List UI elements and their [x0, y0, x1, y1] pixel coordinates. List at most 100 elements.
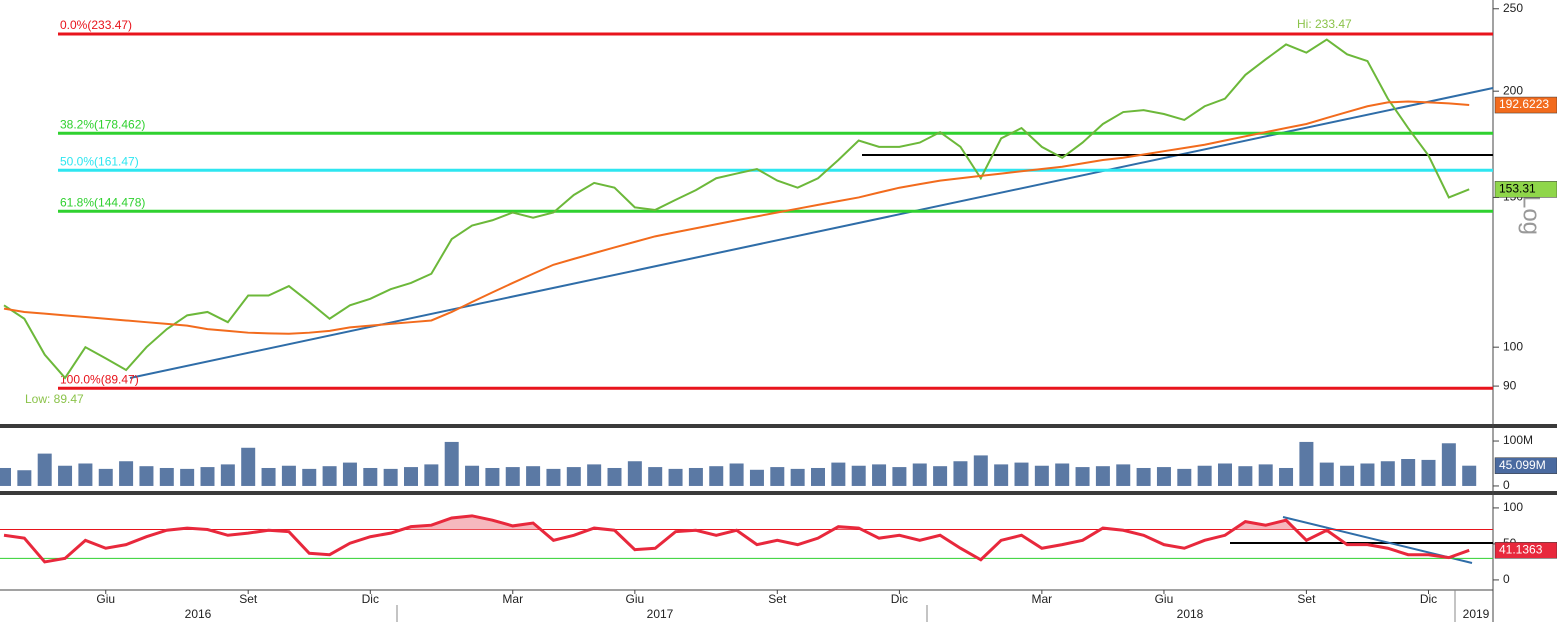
- year-label: 2017: [647, 607, 674, 621]
- value-tag-label: 45.099M: [1499, 458, 1546, 472]
- volume-bar: [770, 467, 785, 486]
- volume-bar: [505, 467, 520, 486]
- x-tick-label: Dic: [362, 592, 379, 606]
- low-annotation: Low: 89.47: [25, 392, 84, 406]
- series-line: [3, 100, 1470, 335]
- volume-bar: [688, 467, 703, 486]
- volume-bar: [485, 467, 500, 486]
- x-tick-label: Set: [768, 592, 787, 606]
- level-label: 61.8%(144.478): [60, 195, 145, 209]
- series-line: [3, 514, 1470, 564]
- volume-bar: [1380, 461, 1395, 486]
- volume-bar: [241, 447, 256, 486]
- value-tag: [1494, 542, 1557, 559]
- volume-bar: [526, 466, 541, 486]
- volume-bar: [1319, 462, 1334, 486]
- y-tick-label: 100: [1503, 339, 1523, 353]
- volume-bar: [749, 469, 764, 486]
- volume-bar: [790, 468, 805, 486]
- volume-bar: [973, 455, 988, 486]
- panel-divider: [0, 424, 1557, 428]
- volume-bar: [994, 464, 1009, 486]
- year-label: 2019: [1463, 607, 1490, 621]
- volume-bar: [1197, 465, 1212, 486]
- volume-bar: [1279, 467, 1294, 486]
- volume-bar: [851, 465, 866, 486]
- value-tag: [1494, 181, 1557, 198]
- level-label: 100.0%(89.47): [60, 372, 139, 386]
- volume-bar: [627, 461, 642, 486]
- volume-bar: [668, 468, 683, 486]
- volume-bar: [444, 441, 459, 486]
- volume-bar: [912, 463, 927, 486]
- volume-bar: [0, 467, 11, 486]
- volume-bar: [1034, 465, 1049, 486]
- volume-bar: [1156, 467, 1171, 486]
- panel-divider: [0, 491, 1557, 495]
- volume-bar: [1441, 443, 1456, 486]
- value-tag-label: 192.6223: [1499, 97, 1549, 111]
- volume-bar: [1401, 459, 1416, 486]
- volume-bar: [281, 465, 296, 486]
- volume-bar: [424, 464, 439, 486]
- volume-bar: [322, 466, 337, 486]
- level-label: 0.0%(233.47): [60, 18, 132, 32]
- year-label: 2016: [185, 607, 212, 621]
- volume-bar: [1462, 465, 1477, 486]
- level-label: 50.0%(161.47): [60, 154, 139, 168]
- series-line: [3, 38, 1470, 380]
- volume-bar: [78, 463, 93, 486]
- volume-bar: [200, 467, 215, 486]
- y-tick-label: 250: [1503, 1, 1523, 15]
- value-tag-label: 41.1363: [1499, 542, 1543, 556]
- volume-bar: [302, 468, 317, 486]
- volume-bar: [729, 463, 744, 486]
- volume-bar: [17, 470, 32, 486]
- volume-bar: [465, 465, 480, 486]
- level-label: 38.2%(178.462): [60, 117, 145, 131]
- volume-bar: [1075, 467, 1090, 486]
- volume-bar: [1095, 466, 1110, 486]
- volume-bar: [648, 467, 663, 486]
- value-tag-label: 153.31: [1499, 182, 1536, 196]
- volume-bar: [98, 468, 113, 486]
- x-tick-label: Giu: [626, 592, 645, 606]
- volume-bar: [58, 465, 73, 486]
- volume-bar: [1055, 463, 1070, 486]
- volume-bar: [342, 462, 357, 486]
- volume-bar: [1238, 466, 1253, 486]
- trend-line: [129, 87, 1494, 379]
- volume-bar: [831, 462, 846, 486]
- x-tick-label: Set: [1297, 592, 1316, 606]
- volume-bar: [1258, 464, 1273, 486]
- volume-bar: [566, 467, 581, 486]
- volume-bar: [119, 461, 134, 486]
- volume-bar: [811, 467, 825, 486]
- volume-bar: [546, 468, 561, 486]
- volume-bar: [37, 453, 52, 486]
- value-tag: [1494, 96, 1557, 114]
- x-tick-label: Giu: [1155, 592, 1174, 606]
- y-tick-label: 200: [1503, 83, 1523, 97]
- volume-bar: [1014, 462, 1029, 486]
- volume-bar: [261, 467, 276, 486]
- volume-bar: [872, 464, 887, 486]
- volume-bar: [892, 467, 907, 486]
- y-tick-label: 0: [1503, 478, 1510, 492]
- volume-bar: [180, 468, 195, 486]
- volume-bar: [709, 466, 724, 486]
- y-tick-label: 0: [1503, 572, 1510, 586]
- x-tick-label: Set: [239, 592, 258, 606]
- volume-bar: [607, 467, 622, 486]
- high-annotation: Hi: 233.47: [1297, 17, 1352, 31]
- x-tick-label: Mar: [1032, 592, 1053, 606]
- volume-bar: [587, 464, 602, 486]
- volume-bar: [1340, 465, 1355, 486]
- scale-label: Log: [1518, 195, 1545, 235]
- volume-bar: [1421, 459, 1436, 486]
- volume-bar: [953, 461, 968, 486]
- x-tick-label: Dic: [1420, 592, 1437, 606]
- x-tick-label: Mar: [502, 592, 523, 606]
- value-tag: [1494, 457, 1557, 474]
